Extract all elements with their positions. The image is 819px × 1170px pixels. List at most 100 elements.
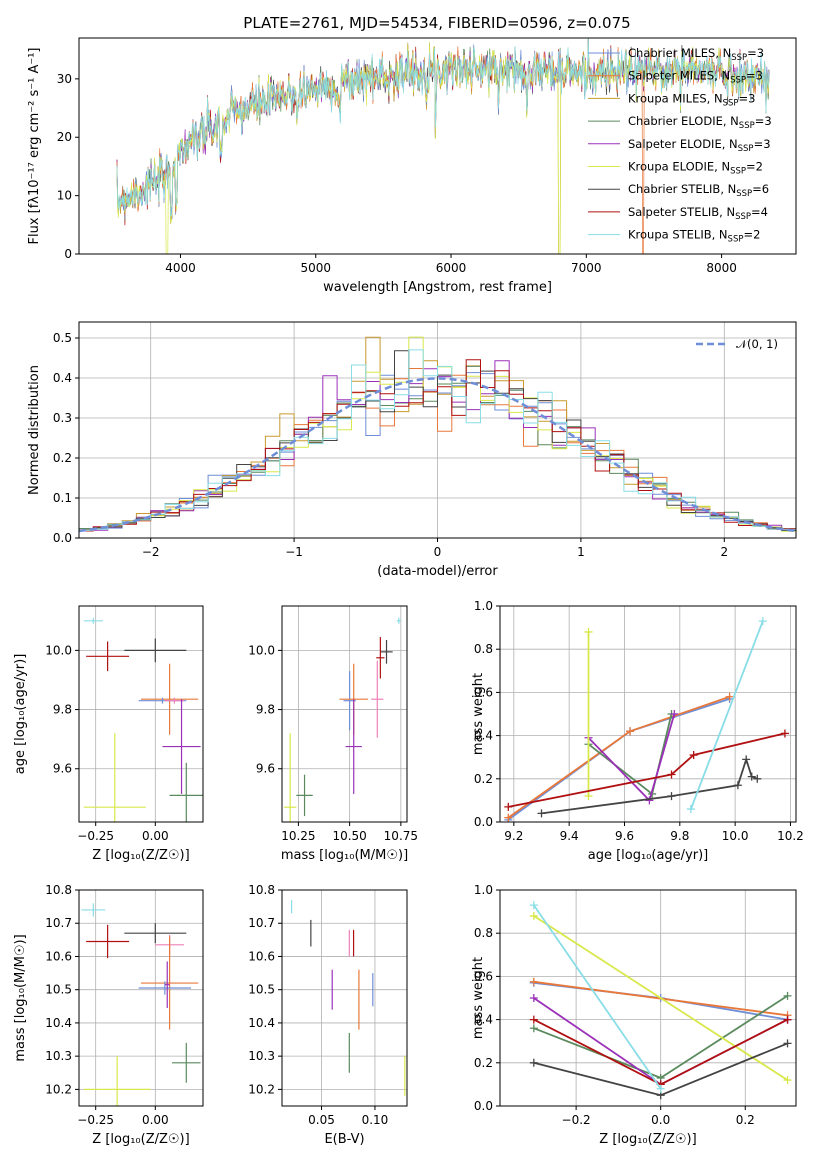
x-axis-label: wavelength [Angstrom, rest frame] xyxy=(323,280,552,295)
y-tick-label: 0.4 xyxy=(474,729,493,743)
legend-label-suffix: =3 xyxy=(754,137,771,151)
weight-marker xyxy=(667,792,676,801)
x-tick-label: 9.4 xyxy=(560,829,579,843)
y-tick-label: 0.4 xyxy=(474,1013,493,1027)
x-axis-label: (data-model)/error xyxy=(377,564,498,579)
weight-marker xyxy=(626,727,635,736)
y-axis-label: age [log₁₀(age/yr)] xyxy=(13,654,28,775)
errorbar-points xyxy=(81,903,201,1106)
y-axis-label: mass weight xyxy=(471,673,486,755)
weight-marker xyxy=(783,1015,792,1024)
axes-frame xyxy=(78,605,204,823)
histogram-lines xyxy=(79,336,796,534)
y-tick-label: 0.3 xyxy=(53,411,72,425)
legend-label-main: Kroupa MILES, N xyxy=(628,91,723,105)
x-tick-label: 1 xyxy=(577,545,585,559)
y-tick-label: 10.4 xyxy=(45,1016,72,1030)
legend-label-sub: SSP xyxy=(739,121,755,131)
x-tick-label: 7000 xyxy=(571,261,602,275)
weight-marker xyxy=(529,911,538,920)
weight-line xyxy=(507,698,730,821)
weight-marker xyxy=(747,772,756,781)
x-tick-label: 10.2 xyxy=(777,829,804,843)
y-tick-label: 10.3 xyxy=(248,1049,275,1063)
x-tick-label: 0.00 xyxy=(142,829,169,843)
y-tick-label: 10 xyxy=(57,189,72,203)
legend-label: 𝒩(0, 1) xyxy=(736,337,778,351)
y-tick-label: 20 xyxy=(57,130,72,144)
y-tick-label: 10.4 xyxy=(248,1016,275,1030)
axes-mass-vs-EBV: 0.05 0.10 10.2 10.3 10.4 10.5 10.6 10.7 10.8 E(B-… xyxy=(248,883,408,1147)
weight-marker xyxy=(584,792,593,801)
weight-lines xyxy=(504,617,789,822)
y-tick-label: 0.6 xyxy=(474,969,493,983)
x-tick-label: 2 xyxy=(720,545,728,559)
y-tick-label: 9.8 xyxy=(256,703,275,717)
y-tick-label: 0.5 xyxy=(53,331,72,345)
weight-marker xyxy=(645,796,654,805)
weight-marker xyxy=(529,977,538,986)
weight-marker xyxy=(656,1084,665,1093)
x-axis-label: mass [log₁₀(M/M☉)] xyxy=(281,848,408,863)
weight-marker xyxy=(686,805,695,814)
legend-label-main: Chabrier ELODIE, N xyxy=(628,114,739,128)
errorbar-points xyxy=(291,899,406,1097)
x-tick-label: −2 xyxy=(142,545,160,559)
legend-label: Kroupa MILES, NSSP=3 xyxy=(628,91,755,108)
weight-marker xyxy=(537,809,546,818)
axes-frame xyxy=(78,37,797,255)
x-tick-label: 0.00 xyxy=(142,1113,169,1127)
axes-frame xyxy=(281,889,408,1107)
legend-label-sub: SSP xyxy=(735,212,751,222)
weight-line xyxy=(533,904,662,1090)
x-tick-label: −1 xyxy=(285,545,303,559)
legend-label: Kroupa ELODIE, NSSP=2 xyxy=(628,160,763,177)
weight-line xyxy=(533,915,788,1081)
x-axis-label: E(B-V) xyxy=(324,1132,364,1147)
y-tick-label: 0.0 xyxy=(474,1099,493,1113)
legend-label-suffix: =2 xyxy=(746,160,763,174)
y-axis-label: mass [log₁₀(M/M☉)] xyxy=(13,934,28,1061)
legend-label: Kroupa STELIB, NSSP=2 xyxy=(628,228,760,245)
weight-marker xyxy=(584,627,593,636)
weight-marker xyxy=(529,994,538,1002)
y-tick-label: 0 xyxy=(64,247,72,261)
y-tick-label: 10.8 xyxy=(248,883,275,897)
legend-label-main: Kroupa STELIB, N xyxy=(628,228,728,242)
weight-marker xyxy=(742,755,751,764)
legend-label: Chabrier ELODIE, NSSP=3 xyxy=(628,114,772,131)
y-axis-label: Normed distribution xyxy=(27,365,42,495)
y-tick-label: 10.0 xyxy=(248,643,275,657)
axes-mass-vs-Z: −0.25 0.00 10.2 10.3 10.4 10.5 10.6 10.7 10.8 Z [… xyxy=(13,883,204,1147)
y-tick-label: 9.6 xyxy=(53,762,72,776)
legend-label-suffix: =4 xyxy=(751,205,768,219)
x-tick-label: 0.2 xyxy=(736,1113,755,1127)
legend-label: Salpeter STELIB, NSSP=4 xyxy=(628,205,768,222)
weight-marker xyxy=(504,813,513,822)
legend-label-sub: SSP xyxy=(731,53,747,63)
legend-label-suffix: =6 xyxy=(752,182,769,196)
legend-label: Chabrier MILES, NSSP=3 xyxy=(628,46,764,63)
legend-label-suffix: =3 xyxy=(755,114,772,128)
y-tick-label: 9.6 xyxy=(256,762,275,776)
axes-frame xyxy=(499,889,797,1107)
legend-label: Salpeter ELODIE, NSSP=3 xyxy=(628,137,771,154)
y-tick-label: 30 xyxy=(57,72,72,86)
y-tick-label: 1.0 xyxy=(474,883,493,897)
axes-age-vs-mass: 10.25 10.50 10.75 9.6 9.8 10.0 mass [log₁₀(M/M… xyxy=(248,605,418,863)
x-tick-label: 9.8 xyxy=(670,829,689,843)
weight-marker xyxy=(689,751,698,760)
axes-frame xyxy=(78,889,204,1107)
x-tick-label: 9.2 xyxy=(504,829,523,843)
legend-label-suffix: =2 xyxy=(743,228,760,242)
legend-label-main: Kroupa ELODIE, N xyxy=(628,160,730,174)
x-tick-label: 0.0 xyxy=(651,1113,670,1127)
axes-frame xyxy=(499,605,797,823)
histogram-step xyxy=(79,359,796,532)
y-axis-label: mass weight xyxy=(471,957,486,1039)
weight-marker xyxy=(780,729,789,738)
x-tick-label: −0.25 xyxy=(77,1113,114,1127)
weight-marker xyxy=(783,1076,792,1085)
y-tick-label: 1.0 xyxy=(474,599,493,613)
